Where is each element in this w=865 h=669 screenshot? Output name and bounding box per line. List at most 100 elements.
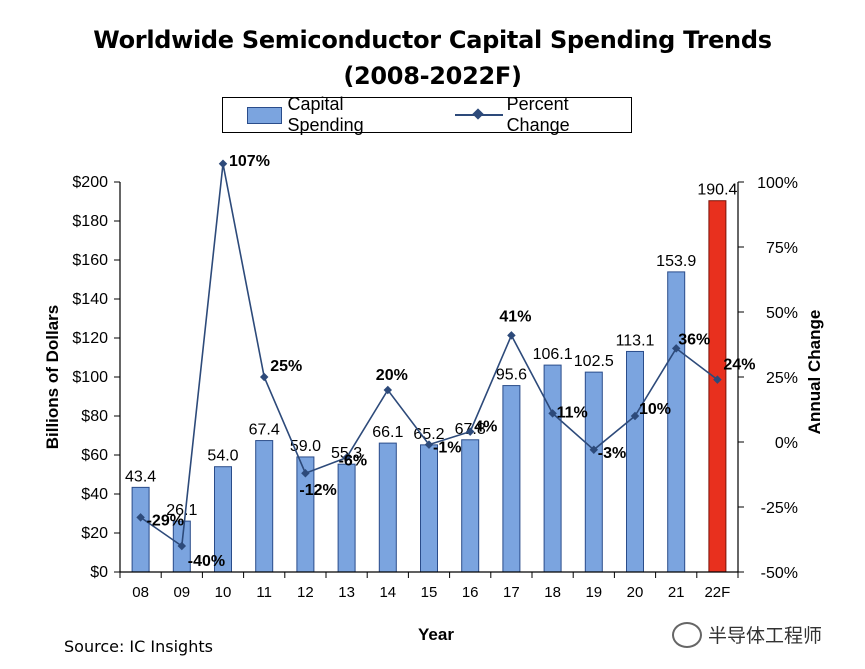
percent-label: -29% [147,512,184,529]
bar [461,439,480,573]
percent-point [383,385,393,395]
x-tick-label: 20 [627,584,644,601]
percent-label: -1% [433,440,461,457]
bar [337,463,356,573]
x-tick-label: 19 [585,584,602,601]
x-tick-label: 10 [215,584,232,601]
percent-point [424,440,434,449]
source-note: Source: IC Insights [64,637,213,656]
y2-tick-label: 100% [757,175,798,192]
y-tick-label: $0 [90,564,108,581]
y2-tick-label: 75% [766,240,798,257]
x-tick-label: 17 [503,584,520,601]
bar [708,200,727,573]
percent-label: 36% [678,331,710,348]
y-tick-label: $120 [72,330,108,347]
watermark: 半导体工程师 [672,621,822,648]
percent-point [713,375,722,384]
bar [502,385,521,573]
y-tick-label: $60 [81,447,108,464]
percent-label: 25% [270,358,302,375]
bar [420,444,438,573]
y2-tick-label: 50% [766,305,798,322]
y-axis-title: Billions of Dollars [43,305,62,450]
x-tick-label: 14 [379,584,396,601]
percent-label: -12% [299,482,336,499]
legend-line-swatch [454,107,503,123]
percent-point [630,411,640,421]
watermark-text: 半导体工程师 [708,626,823,647]
bar-value-label: 153.9 [656,253,696,270]
wechat-icon [672,621,702,648]
percent-label: 10% [639,401,671,418]
bar-value-label: 66.1 [372,424,403,441]
legend: Capital Spending Percent Change [222,94,632,135]
y-tick-label: $160 [72,252,108,269]
bar-value-label: 67.4 [249,422,280,439]
chart-title: Worldwide Semiconductor Capital Spending… [93,26,772,54]
bar-value-label: 43.4 [125,468,156,485]
x-tick-label: 08 [132,584,149,601]
percent-point [218,159,228,169]
percent-label: 107% [229,153,270,170]
y-tick-label: $200 [72,174,108,191]
percent-label: 20% [376,367,408,384]
x-tick-label: 09 [173,584,190,601]
percent-point [507,331,516,340]
bar [543,364,562,573]
percent-point [589,445,599,455]
bar [667,271,686,573]
x-axis-title: Year [418,625,454,644]
percent-point [301,468,310,478]
percent-point [548,409,557,418]
x-tick-label: 22F [704,584,730,601]
y-tick-label: $100 [72,369,108,386]
bar-value-label: 54.0 [207,448,238,465]
bar-value-label: 26.1 [166,502,197,519]
percent-point [342,453,351,462]
bar-value-label: 102.5 [574,353,614,370]
legend-line-label: Percent Change [506,94,570,135]
percent-point [671,344,681,353]
percent-label: -3% [598,445,626,462]
bar-value-label: 113.1 [616,332,655,349]
percent-label: -40% [188,553,225,570]
bar [378,442,397,573]
percent-point [465,427,475,436]
y-tick-label: $180 [72,213,108,230]
bar-value-label: 190.4 [697,182,737,199]
x-tick-label: 18 [544,584,561,601]
bar [255,440,274,573]
percent-point [259,372,269,382]
y-tick-label: $140 [72,291,108,308]
y2-tick-label: -50% [761,565,798,582]
y-tick-label: $20 [81,525,108,542]
bar-value-label: 65.2 [413,426,444,443]
percent-label: 24% [723,357,755,374]
legend-bar-swatch [247,106,282,124]
x-tick-label: 21 [668,584,685,601]
legend-bar-label: Capital Spending [287,94,364,135]
bar [626,350,644,573]
bar [584,371,603,573]
y2-axis-title: Annual Change [805,310,824,435]
percent-label: 41% [499,308,531,325]
x-tick-label: 11 [256,584,272,601]
x-tick-label: 16 [462,584,479,601]
x-tick-label: 13 [338,584,355,601]
bar [131,486,150,573]
y2-tick-label: -25% [761,500,798,517]
percent-label: -6% [339,453,367,470]
bar-value-label: 95.6 [496,367,527,384]
chart-subtitle: (2008-2022F) [343,62,522,90]
y-tick-label: $80 [81,408,108,425]
bar-value-label: 106.1 [533,346,573,363]
y2-tick-label: 0% [775,435,798,452]
percent-label: 11% [557,404,588,421]
y2-tick-label: 25% [766,370,798,387]
percent-label: 4% [474,419,497,436]
y-tick-label: $40 [81,486,108,503]
x-tick-label: 15 [421,584,438,601]
bar-value-label: 59.0 [290,438,321,455]
